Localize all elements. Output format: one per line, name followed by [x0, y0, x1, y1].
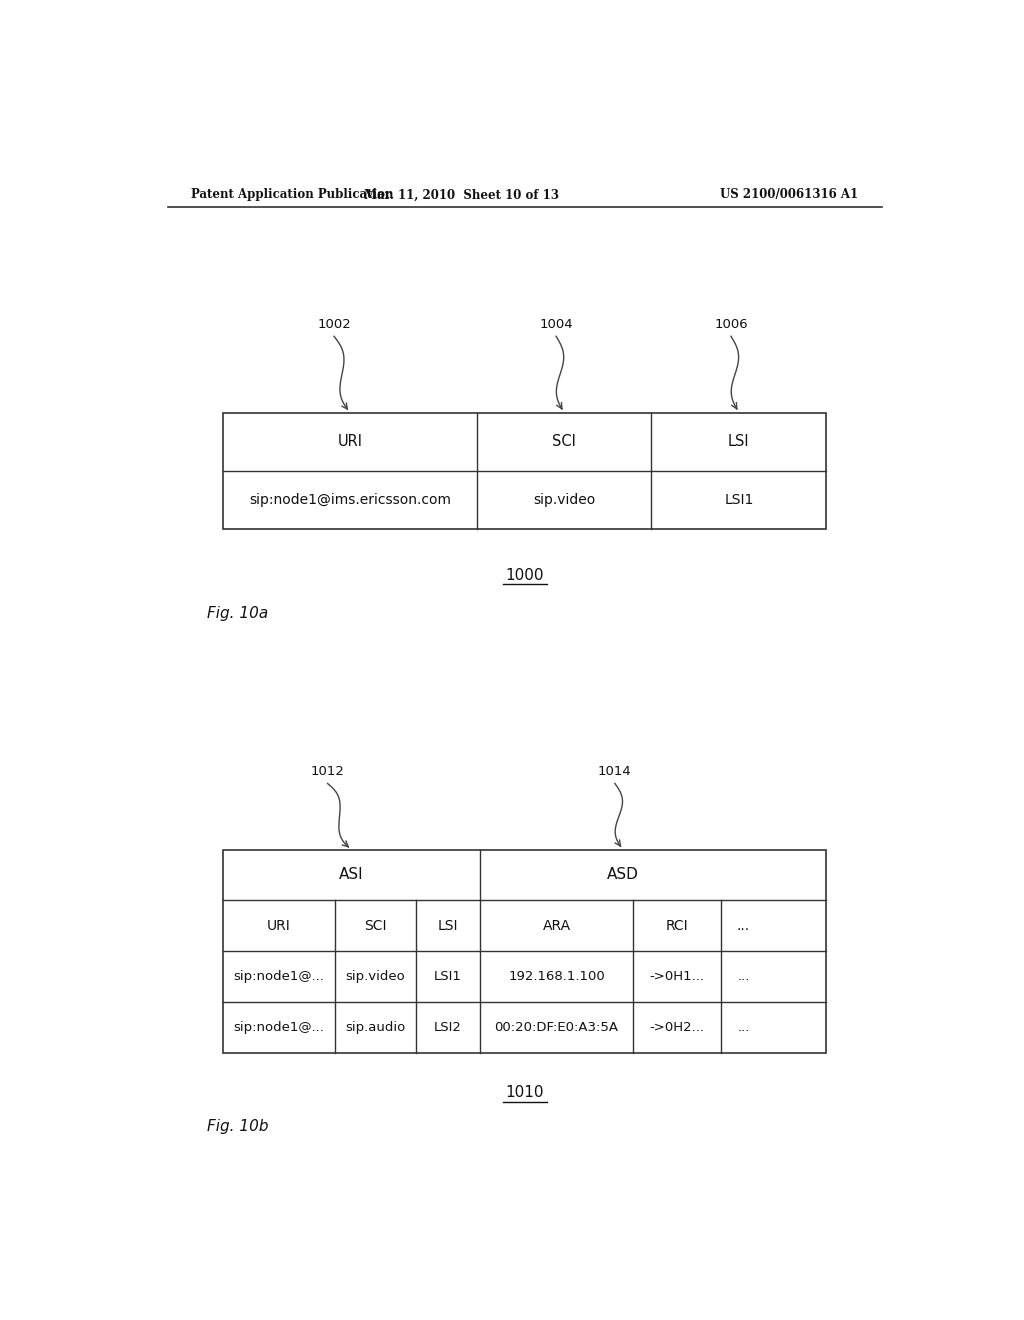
Text: 1014: 1014 — [598, 766, 632, 779]
Text: RCI: RCI — [666, 919, 688, 933]
Text: sip:node1@...: sip:node1@... — [233, 970, 325, 983]
Text: ASI: ASI — [339, 867, 364, 883]
Text: sip.video: sip.video — [346, 970, 406, 983]
Text: 1012: 1012 — [310, 766, 344, 779]
Text: Mar. 11, 2010  Sheet 10 of 13: Mar. 11, 2010 Sheet 10 of 13 — [364, 189, 559, 202]
Text: URI: URI — [267, 919, 291, 933]
Text: sip:node1@ims.ericsson.com: sip:node1@ims.ericsson.com — [249, 494, 451, 507]
Text: ...: ... — [737, 1020, 750, 1034]
Text: 1010: 1010 — [506, 1085, 544, 1101]
Bar — [223, 850, 826, 1053]
Text: ARA: ARA — [543, 919, 570, 933]
Text: ...: ... — [737, 919, 750, 933]
Text: sip.audio: sip.audio — [345, 1020, 406, 1034]
Text: LSI2: LSI2 — [434, 1020, 462, 1034]
Text: US 2100/0061316 A1: US 2100/0061316 A1 — [720, 189, 858, 202]
Text: LSI: LSI — [728, 434, 750, 449]
Text: LSI1: LSI1 — [434, 970, 462, 983]
Text: Fig. 10b: Fig. 10b — [207, 1119, 269, 1134]
Text: 00:20:DF:E0:A3:5A: 00:20:DF:E0:A3:5A — [495, 1020, 618, 1034]
Text: 1000: 1000 — [506, 568, 544, 583]
Text: 1006: 1006 — [714, 318, 748, 331]
Text: sip.video: sip.video — [532, 494, 595, 507]
Text: Patent Application Publication: Patent Application Publication — [191, 189, 394, 202]
Text: URI: URI — [337, 434, 362, 449]
Text: LSI: LSI — [437, 919, 458, 933]
Text: 192.168.1.100: 192.168.1.100 — [508, 970, 605, 983]
Text: ->0H1...: ->0H1... — [649, 970, 705, 983]
Bar — [223, 413, 826, 529]
Text: ASD: ASD — [607, 867, 639, 883]
Text: ...: ... — [737, 970, 750, 983]
Text: sip:node1@...: sip:node1@... — [233, 1020, 325, 1034]
Text: ->0H2...: ->0H2... — [649, 1020, 705, 1034]
Text: Fig. 10a: Fig. 10a — [207, 606, 268, 620]
Text: 1004: 1004 — [540, 318, 572, 331]
Text: 1002: 1002 — [317, 318, 351, 331]
Text: LSI1: LSI1 — [724, 494, 754, 507]
Text: SCI: SCI — [552, 434, 575, 449]
Text: SCI: SCI — [365, 919, 387, 933]
